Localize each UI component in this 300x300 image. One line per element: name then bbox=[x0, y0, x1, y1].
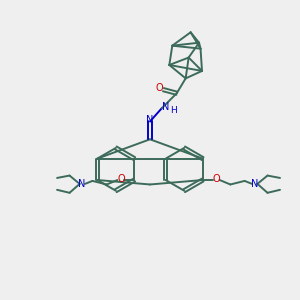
Text: N: N bbox=[162, 103, 170, 112]
Text: O: O bbox=[155, 83, 163, 94]
Text: N: N bbox=[146, 115, 154, 125]
Text: O: O bbox=[117, 174, 125, 184]
Text: H: H bbox=[170, 106, 177, 115]
Text: N: N bbox=[251, 179, 259, 189]
Text: O: O bbox=[212, 174, 220, 184]
Text: N: N bbox=[78, 179, 86, 189]
